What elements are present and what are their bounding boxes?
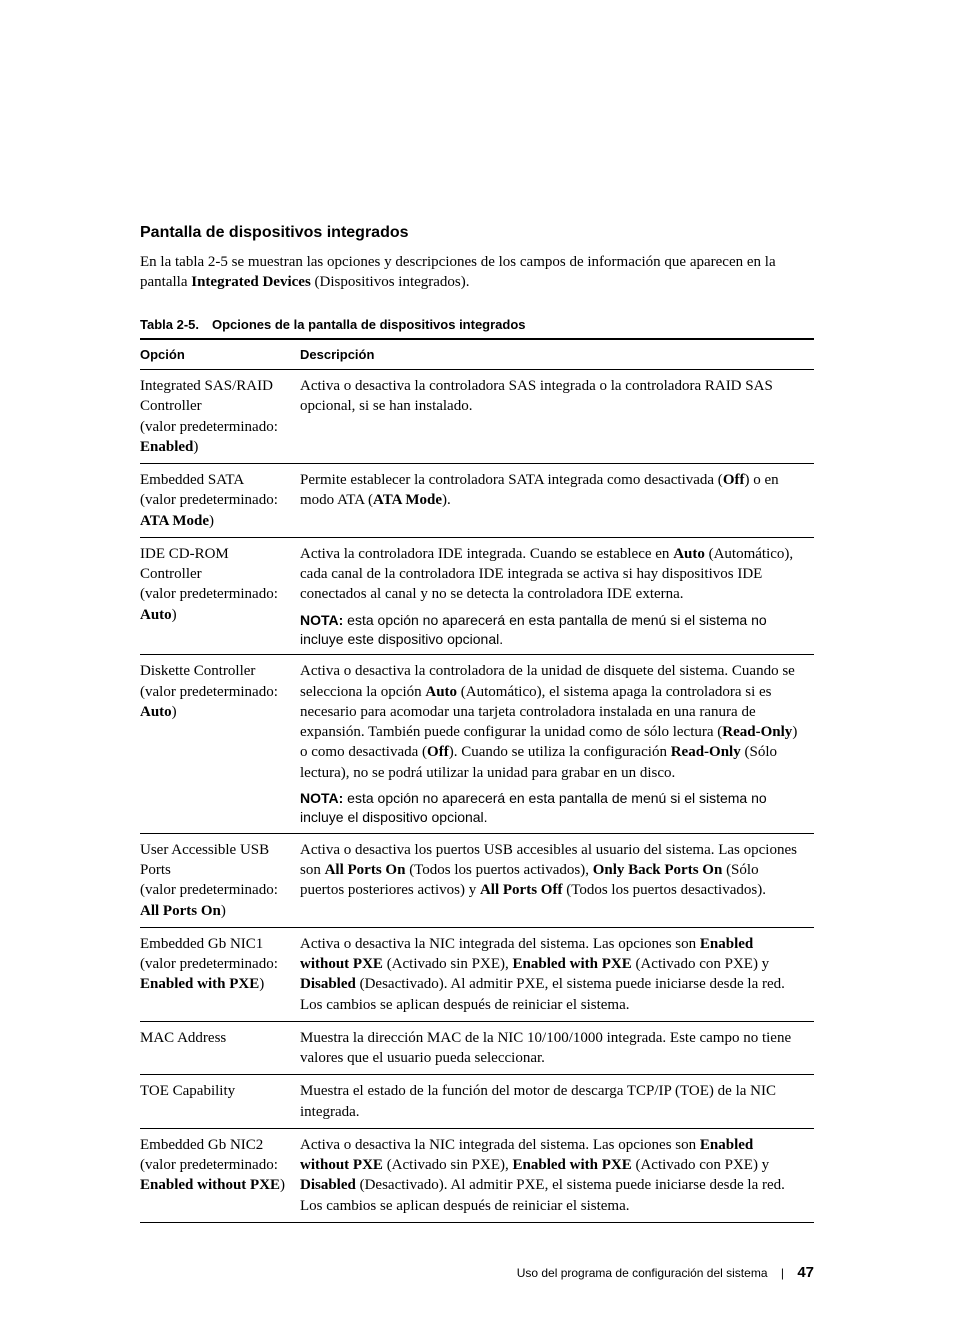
description-text: Muestra el estado de la función del moto… (300, 1081, 806, 1122)
option-cell: TOE Capability (140, 1075, 300, 1129)
description-cell: Activa la controladora IDE integrada. Cu… (300, 537, 814, 655)
footer-page-number: 47 (797, 1264, 814, 1281)
note-text: NOTA: esta opción no aparecerá en esta p… (300, 611, 806, 649)
table-row: Embedded Gb NIC1(valor predeterminado: E… (140, 927, 814, 1021)
description-cell: Activa o desactiva la controladora de la… (300, 655, 814, 833)
description-cell: Permite establecer la controladora SATA … (300, 464, 814, 538)
section-title: Pantalla de dispositivos integrados (140, 222, 814, 244)
page-footer: Uso del programa de configuración del si… (140, 1263, 814, 1283)
table-caption: Tabla 2-5. Opciones de la pantalla de di… (140, 316, 814, 334)
option-cell: Embedded SATA(valor predeterminado: ATA … (140, 464, 300, 538)
options-table: Opción Descripción Integrated SAS/RAID C… (140, 338, 814, 1223)
section-intro: En la tabla 2-5 se muestran las opciones… (140, 252, 814, 293)
description-text: Permite establecer la controladora SATA … (300, 470, 806, 511)
description-cell: Activa o desactiva la NIC integrada del … (300, 927, 814, 1021)
description-text: Activa o desactiva los puertos USB acces… (300, 840, 806, 901)
description-text: Activa o desactiva la controladora SAS i… (300, 376, 806, 417)
footer-separator: | (781, 1265, 784, 1281)
option-cell: IDE CD-ROM Controller(valor predetermina… (140, 537, 300, 655)
description-text: Activa o desactiva la controladora de la… (300, 661, 806, 783)
option-cell: Embedded Gb NIC2(valor predeterminado: E… (140, 1128, 300, 1222)
option-cell: MAC Address (140, 1021, 300, 1075)
description-text: Activa la controladora IDE integrada. Cu… (300, 544, 806, 605)
table-header-descripcion: Descripción (300, 339, 814, 370)
table-header-row: Opción Descripción (140, 339, 814, 370)
description-text: Muestra la dirección MAC de la NIC 10/10… (300, 1028, 806, 1069)
table-row: MAC AddressMuestra la dirección MAC de l… (140, 1021, 814, 1075)
option-cell: Embedded Gb NIC1(valor predeterminado: E… (140, 927, 300, 1021)
footer-text: Uso del programa de configuración del si… (517, 1266, 768, 1280)
table-row: Integrated SAS/RAID Controller(valor pre… (140, 370, 814, 464)
description-cell: Activa o desactiva la controladora SAS i… (300, 370, 814, 464)
table-row: Embedded SATA(valor predeterminado: ATA … (140, 464, 814, 538)
note-text: NOTA: esta opción no aparecerá en esta p… (300, 789, 806, 827)
table-row: Embedded Gb NIC2(valor predeterminado: E… (140, 1128, 814, 1222)
description-text: Activa o desactiva la NIC integrada del … (300, 1135, 806, 1216)
option-cell: Integrated SAS/RAID Controller(valor pre… (140, 370, 300, 464)
table-header-opcion: Opción (140, 339, 300, 370)
table-row: Diskette Controller(valor predeterminado… (140, 655, 814, 833)
description-cell: Activa o desactiva la NIC integrada del … (300, 1128, 814, 1222)
description-cell: Muestra la dirección MAC de la NIC 10/10… (300, 1021, 814, 1075)
table-row: IDE CD-ROM Controller(valor predetermina… (140, 537, 814, 655)
document-page: Pantalla de dispositivos integrados En l… (0, 0, 954, 1343)
description-cell: Muestra el estado de la función del moto… (300, 1075, 814, 1129)
table-row: TOE CapabilityMuestra el estado de la fu… (140, 1075, 814, 1129)
table-row: User Accessible USB Ports(valor predeter… (140, 833, 814, 927)
description-cell: Activa o desactiva los puertos USB acces… (300, 833, 814, 927)
description-text: Activa o desactiva la NIC integrada del … (300, 934, 806, 1015)
option-cell: Diskette Controller(valor predeterminado… (140, 655, 300, 833)
option-cell: User Accessible USB Ports(valor predeter… (140, 833, 300, 927)
